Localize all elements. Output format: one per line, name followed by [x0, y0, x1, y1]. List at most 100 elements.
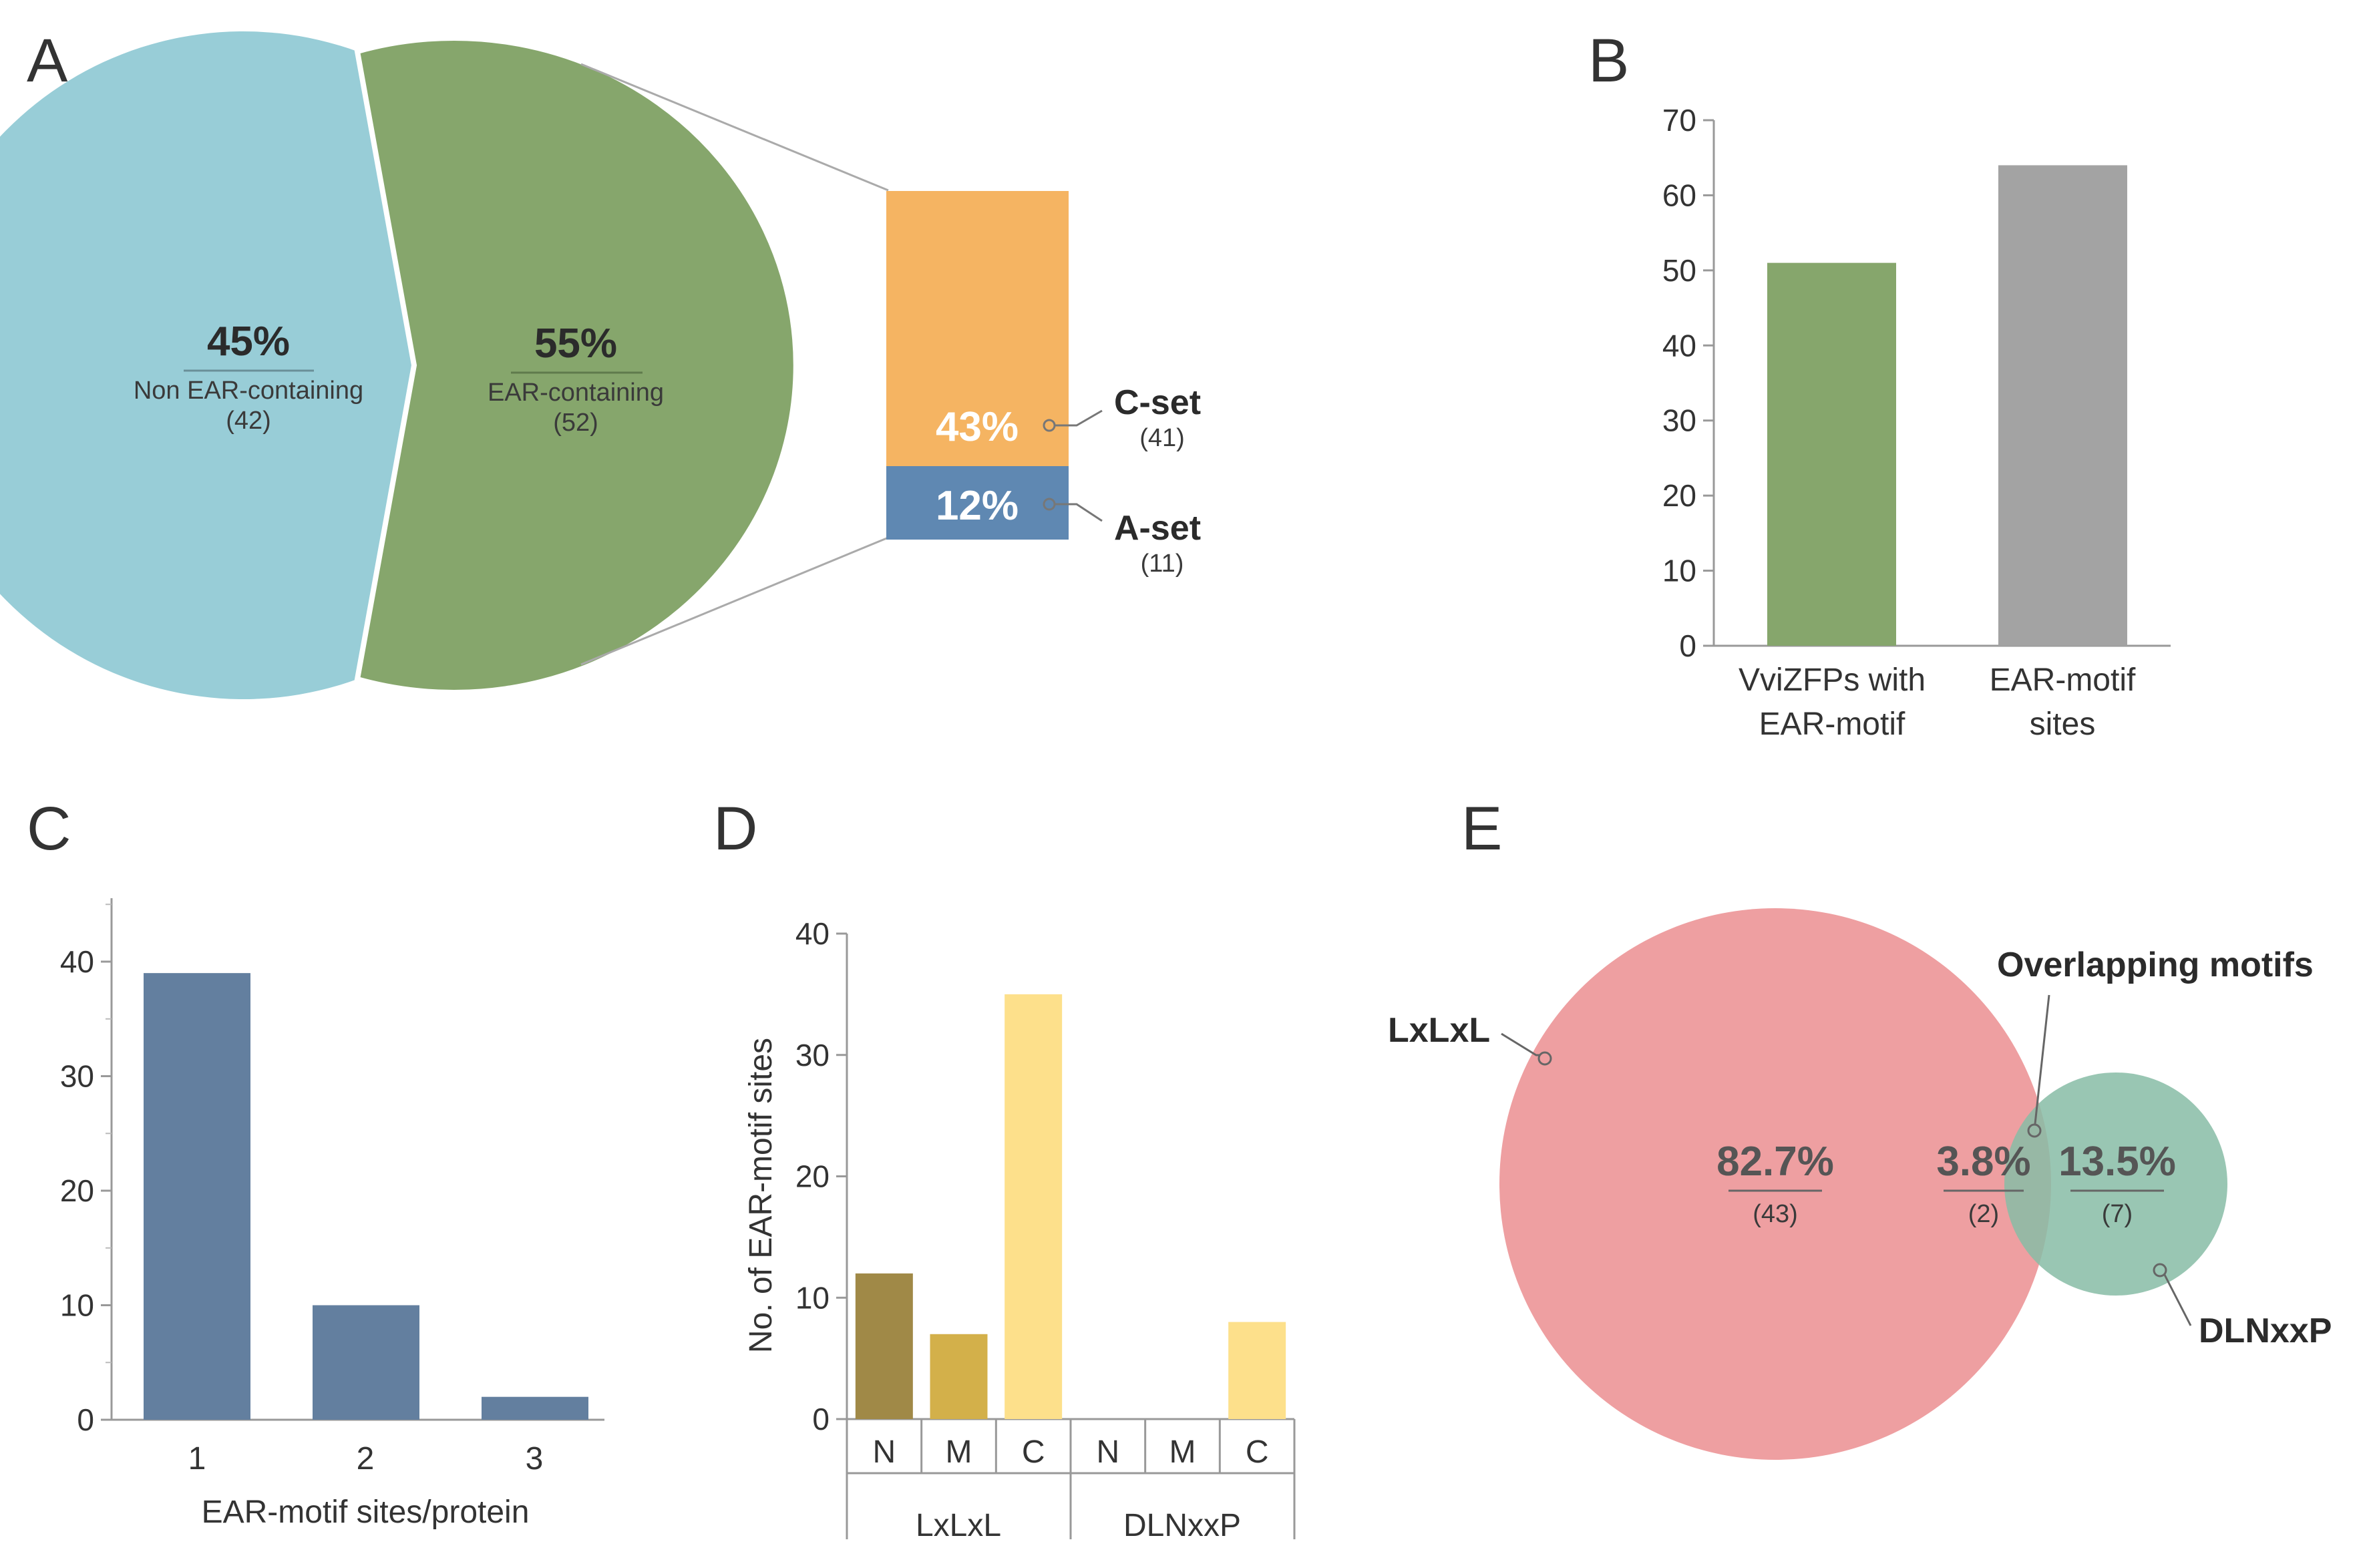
- pie-label-ear-count: (52): [553, 409, 598, 437]
- y-tick-label: 10: [1662, 554, 1696, 588]
- pie-label-ear-percent: 55%: [534, 321, 617, 367]
- venn-overlap-count: (2): [1968, 1200, 1999, 1228]
- pie-label-ear-name: EAR-containing: [488, 379, 664, 407]
- callout-leader-overlap: [2034, 994, 2050, 1125]
- venn-dlnxxp-only-count: (7): [2102, 1200, 2133, 1228]
- bar: [482, 1396, 588, 1420]
- bar-series: [855, 994, 1286, 1419]
- x-tick-label: M: [946, 1434, 972, 1470]
- callout-overlap-label: Overlapping motifs: [1997, 946, 2314, 984]
- pie-slice-non-ear: [0, 31, 414, 699]
- y-tick-label: 10: [795, 1280, 830, 1315]
- panel-d: D 0 10 20 30 40 N M C N M C LxLxL DLNxxP No. of E…: [713, 795, 1296, 1543]
- callout-c-set-label: C-set: [1114, 383, 1201, 422]
- x-tick-label: VviZFPs with: [1739, 662, 1926, 698]
- x-tick-label: N: [1096, 1434, 1119, 1470]
- stacked-segment-c-set: [886, 191, 1069, 466]
- y-axis-ticks: 0 10 20 30 40 50 60 70: [1662, 103, 1714, 663]
- panel-label-a: A: [27, 27, 68, 95]
- x-axis-labels: VviZFPs with EAR-motif EAR-motif sites: [1739, 662, 2136, 742]
- segment-a-set-percent: 12%: [936, 483, 1019, 529]
- y-axis-ticks: 0 10 20 30 40: [60, 904, 112, 1437]
- pie-label-non-ear-percent: 45%: [207, 319, 290, 365]
- callout-a-set-label: A-set: [1114, 509, 1201, 548]
- x-tick-label: 2: [357, 1441, 375, 1477]
- bar: [930, 1334, 988, 1419]
- callout-marker: [2027, 1123, 2042, 1138]
- panel-label-c: C: [27, 795, 71, 863]
- bar: [1767, 262, 1896, 646]
- x-tick-label: 3: [526, 1441, 544, 1477]
- bar-series: [1767, 165, 2127, 646]
- x-tick-label: N: [872, 1434, 896, 1470]
- panel-c: C 0 10 20 30 40 1 2 3 EAR-motif sites/protei…: [27, 795, 604, 1530]
- pie-label-non-ear-count: (42): [226, 407, 271, 435]
- x-tick-label: C: [1246, 1434, 1269, 1470]
- bar: [1228, 1322, 1286, 1419]
- venn-lxlxl-only-count: (43): [1753, 1200, 1798, 1228]
- venn-dlnxxp-only-percent: 13.5%: [2058, 1139, 2176, 1185]
- callout-marker: [1537, 1051, 1552, 1066]
- y-tick-label: 30: [795, 1038, 830, 1072]
- y-tick-label: 70: [1662, 103, 1696, 138]
- panel-label-b: B: [1588, 27, 1629, 95]
- x-axis-title: EAR-motif sites/protein: [202, 1495, 530, 1530]
- x-tick-label: sites: [2030, 707, 2096, 742]
- bar: [855, 1273, 913, 1419]
- stacked-segment-a-set: [886, 466, 1069, 540]
- y-tick-label: 0: [1679, 628, 1696, 663]
- callout-leader-dlnxxp: [2163, 1274, 2192, 1326]
- x-tick-label: EAR-motif: [1759, 707, 1905, 742]
- callout-dlnxxp-label: DLNxxP: [2199, 1312, 2332, 1350]
- y-tick-label: 30: [60, 1059, 94, 1094]
- y-tick-label: 0: [812, 1402, 830, 1436]
- venn-overlap-percent: 3.8%: [1936, 1139, 2030, 1185]
- x-tick-label: 1: [188, 1441, 206, 1477]
- y-axis-ticks: 0 10 20 30 40: [795, 916, 847, 1436]
- zoom-connector-bottom: [580, 536, 889, 666]
- zoom-connector-top: [580, 63, 889, 192]
- x-axis-labels: 1 2 3: [188, 1441, 544, 1477]
- callout-lxlxl-label: LxLxL: [1388, 1011, 1490, 1050]
- panel-label-e: E: [1461, 795, 1502, 863]
- venn-lxlxl-only-percent: 82.7%: [1716, 1139, 1834, 1185]
- callout-leader-c-set: [1055, 409, 1103, 427]
- pie-slice-ear: [354, 35, 799, 695]
- y-tick-label: 40: [795, 916, 830, 951]
- callout-a-set-count: (11): [1141, 550, 1184, 578]
- y-tick-label: 40: [60, 944, 94, 979]
- segment-c-set-percent: 43%: [936, 404, 1019, 450]
- panel-e: E 82.7% (43) 3.8% (2) 13.5% (7) LxLxL Ov…: [1388, 795, 2332, 1460]
- callout-leader-a-set: [1055, 503, 1103, 522]
- x-tick-label: M: [1169, 1434, 1196, 1470]
- bar: [1005, 994, 1063, 1419]
- y-tick-label: 60: [1662, 178, 1696, 212]
- pie-label-non-ear-name: Non EAR-containing: [134, 377, 363, 405]
- y-tick-label: 0: [77, 1402, 94, 1437]
- callout-marker: [2153, 1263, 2167, 1278]
- panel-label-d: D: [713, 795, 757, 863]
- group-label-lxlxl: LxLxL: [916, 1508, 1001, 1543]
- y-tick-label: 20: [1662, 478, 1696, 513]
- venn-circle-dlnxxp: [2004, 1072, 2227, 1296]
- y-tick-label: 20: [60, 1173, 94, 1208]
- x-tick-label: EAR-motif: [1990, 662, 2136, 698]
- y-axis-title: No. of EAR-motif sites: [743, 1038, 779, 1353]
- y-tick-label: 30: [1662, 403, 1696, 438]
- y-tick-label: 10: [60, 1288, 94, 1323]
- bar: [144, 973, 250, 1420]
- bar: [313, 1305, 419, 1420]
- x-tick-label: C: [1022, 1434, 1045, 1470]
- callout-c-set-count: (41): [1139, 424, 1185, 452]
- panel-b: B 0 10 20 30 40 50 60 70 VviZFPs with EAR-motif…: [1588, 27, 2171, 742]
- y-tick-label: 40: [1662, 328, 1696, 363]
- y-tick-label: 20: [795, 1159, 830, 1194]
- venn-circle-lxlxl: [1499, 908, 2051, 1460]
- bar: [1998, 165, 2127, 646]
- group-label-dlnxxp: DLNxxP: [1123, 1508, 1241, 1543]
- y-tick-label: 50: [1662, 253, 1696, 288]
- bar-series: [144, 973, 588, 1420]
- panel-a: A 45% Non EAR-containing (42) 55% EAR-co…: [0, 27, 1201, 699]
